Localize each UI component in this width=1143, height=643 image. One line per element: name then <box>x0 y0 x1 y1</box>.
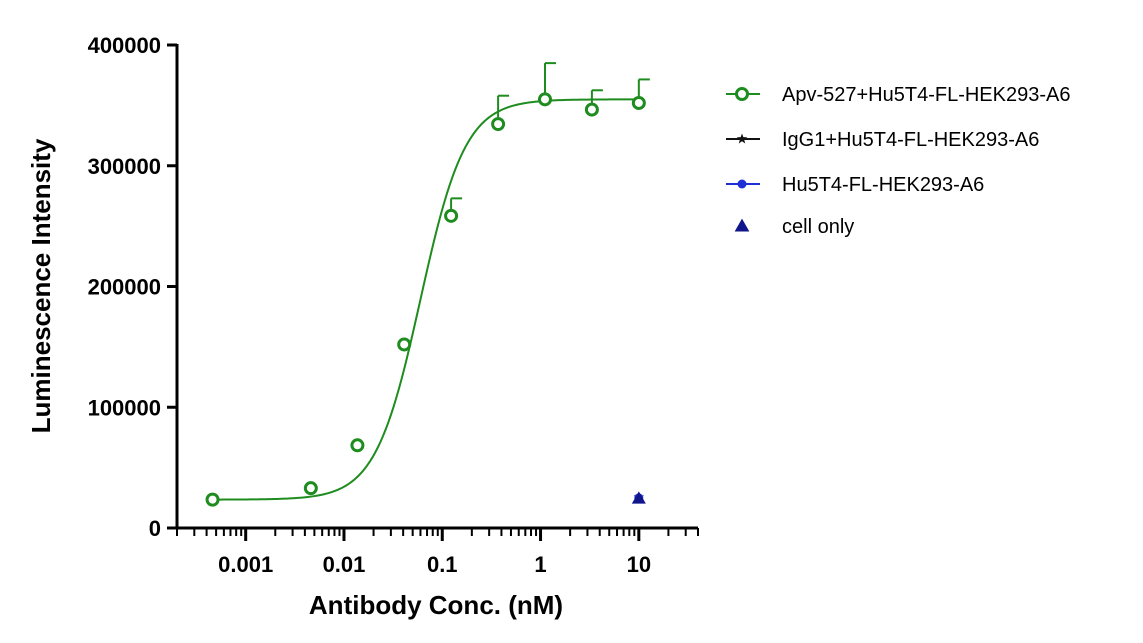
y-tick-label: 200000 <box>88 275 161 300</box>
legend-item: cell only <box>734 216 854 238</box>
x-tick-label: 0.001 <box>218 552 273 577</box>
y-tick-label: 100000 <box>88 395 161 420</box>
data-point <box>584 102 599 117</box>
legend: Apv-527+Hu5T4-FL-HEK293-A6 IgG1+Hu5T4-FL-… <box>726 84 1070 238</box>
data-point <box>303 481 318 496</box>
y-tick-label: 300000 <box>88 154 161 179</box>
data-point <box>444 208 459 223</box>
x-tick-label: 1 <box>534 552 546 577</box>
legend-label: Hu5T4-FL-HEK293-A6 <box>782 174 984 196</box>
legend-label: cell only <box>782 216 854 238</box>
data-point <box>491 117 506 132</box>
legend-label: Apv-527+Hu5T4-FL-HEK293-A6 <box>782 84 1070 106</box>
data-point <box>397 337 412 352</box>
legend-marker <box>736 133 748 144</box>
legend-item: IgG1+Hu5T4-FL-HEK293-A6 <box>726 129 1039 151</box>
axes: 0 100000 200000 300000 400000 0.001 0.01 0.1 1 10 <box>88 33 699 577</box>
y-axis-title: Luminescence Intensity <box>26 138 56 433</box>
x-tick-label: 10 <box>627 552 651 577</box>
data-point <box>537 92 552 107</box>
data-point <box>631 491 646 504</box>
legend-label: IgG1+Hu5T4-FL-HEK293-A6 <box>782 129 1039 151</box>
fit-curve <box>212 98 639 501</box>
data-point <box>631 95 646 110</box>
data-point <box>205 492 220 507</box>
y-tick-label: 0 <box>149 516 161 541</box>
y-tick-label: 400000 <box>88 33 161 58</box>
legend-marker <box>735 87 749 101</box>
legend-item: Apv-527+Hu5T4-FL-HEK293-A6 <box>726 84 1070 106</box>
legend-marker <box>737 179 747 189</box>
x-tick-label: 0.01 <box>323 552 366 577</box>
legend-item: Hu5T4-FL-HEK293-A6 <box>726 174 984 196</box>
plot-area <box>205 62 650 507</box>
data-point <box>350 438 365 453</box>
legend-marker <box>734 218 750 232</box>
x-tick-label: 0.1 <box>427 552 458 577</box>
x-axis-title: Antibody Conc. (nM) <box>309 590 563 620</box>
